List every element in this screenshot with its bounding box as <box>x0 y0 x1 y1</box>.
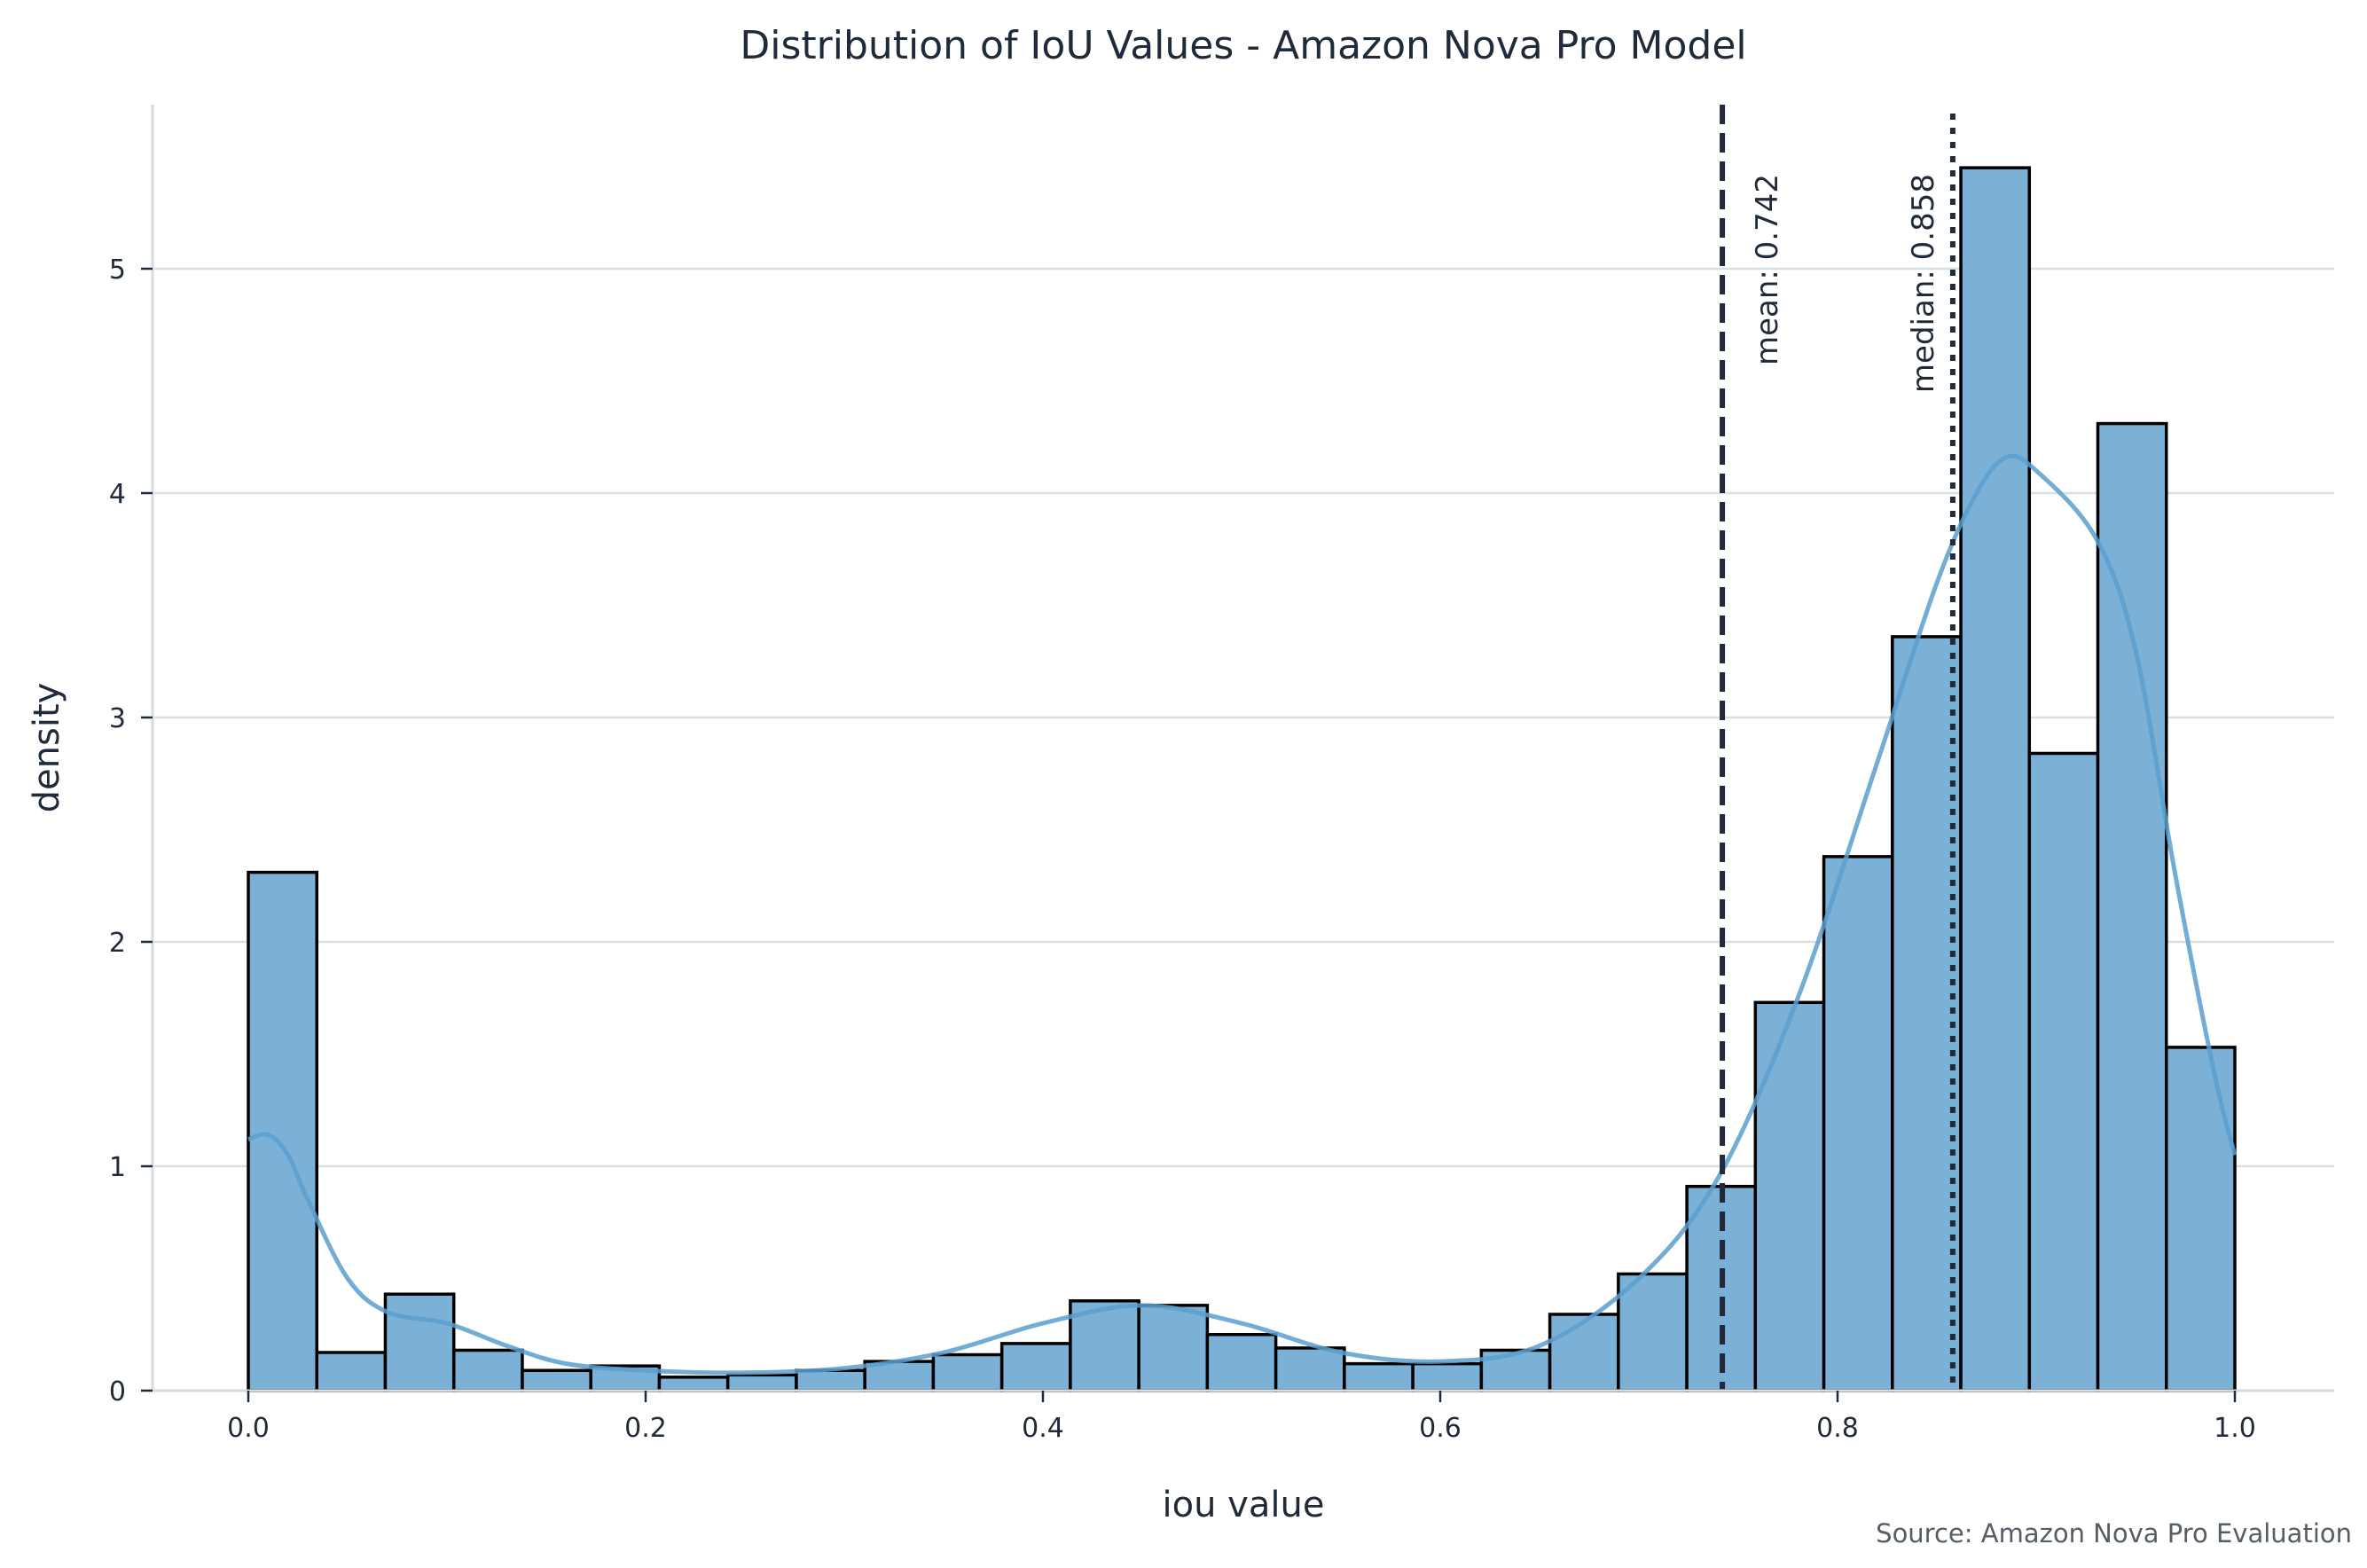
y-tick-label: 4 <box>109 479 126 510</box>
histogram-bar <box>1137 1304 1210 1392</box>
kde-curve <box>247 453 2238 1376</box>
reference-lines: mean: 0.742 median: 0.858 <box>1720 105 1956 1391</box>
x-tick-label: 1.0 <box>2214 1413 2256 1444</box>
y-tick-label: 1 <box>109 1152 126 1183</box>
source-note: Source: Amazon Nova Pro Evaluation <box>1876 1518 2352 1548</box>
histogram-bar <box>2027 751 2100 1392</box>
y-tick-label: 5 <box>109 255 126 286</box>
median-label: median: 0.858 <box>1906 174 1941 393</box>
x-tick-label: 0.2 <box>624 1413 667 1444</box>
x-tick-label: 0.8 <box>1816 1413 1859 1444</box>
histogram-bar <box>725 1373 798 1392</box>
y-tick-label: 0 <box>109 1376 126 1407</box>
histogram-bar <box>1959 166 2032 1392</box>
histogram-bar <box>1343 1361 1415 1392</box>
histogram-bar <box>999 1342 1072 1392</box>
histogram-bar <box>1617 1272 1689 1392</box>
histogram-bar <box>657 1376 730 1392</box>
histogram-bar <box>1411 1361 1484 1392</box>
y-axis-label: density <box>27 683 67 813</box>
histogram-bar <box>1822 855 1894 1392</box>
y-tick-label: 3 <box>109 703 126 734</box>
histogram-bar <box>247 870 318 1392</box>
y-tick-label: 2 <box>109 928 126 959</box>
histogram-bar <box>521 1368 592 1392</box>
histogram-bar <box>1548 1313 1620 1392</box>
ticks: 0.0 0.2 0.4 0.6 0.8 1.0 0 1 2 3 4 5 <box>109 255 2256 1444</box>
axes <box>151 105 2334 1392</box>
mean-label: mean: 0.742 <box>1750 174 1785 365</box>
histogram-bar <box>1891 635 1963 1392</box>
x-tick-label: 0.4 <box>1022 1413 1064 1444</box>
histogram-bar <box>383 1292 456 1392</box>
histogram-bar <box>1274 1346 1346 1392</box>
x-tick-label: 0.6 <box>1419 1413 1462 1444</box>
x-tick-label: 0.0 <box>227 1413 270 1444</box>
histogram-bar <box>451 1348 524 1392</box>
x-axis-label: iou value <box>1163 1485 1325 1525</box>
histogram-bar <box>315 1351 388 1392</box>
histogram-bar <box>931 1352 1004 1392</box>
histogram-bar <box>2165 1046 2237 1392</box>
kde-curve-group <box>247 453 2238 1376</box>
histogram-bar <box>1205 1333 1278 1392</box>
histogram-bar <box>2096 421 2168 1392</box>
histogram-bar <box>795 1368 866 1392</box>
chart-title: Distribution of IoU Values - Amazon Nova… <box>740 23 1746 68</box>
histogram-bar <box>1753 1000 1826 1392</box>
